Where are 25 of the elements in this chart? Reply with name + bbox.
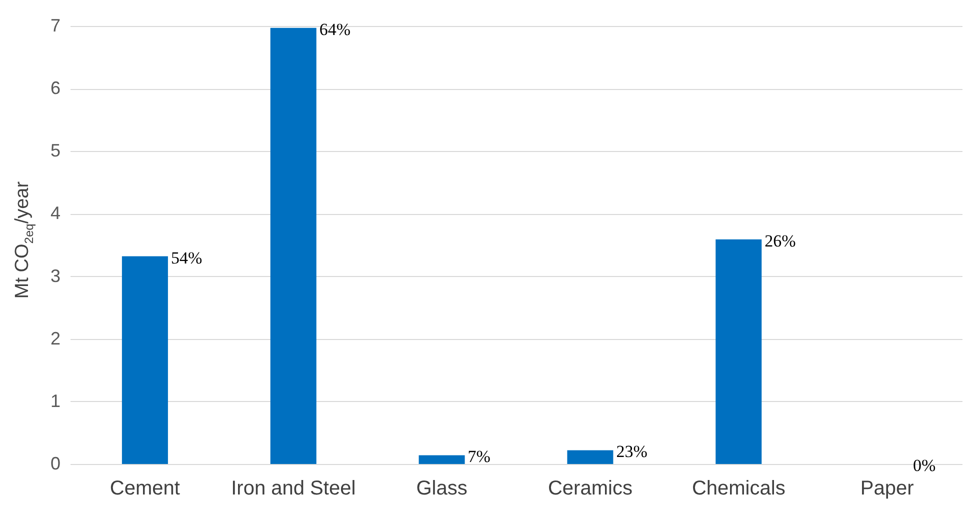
y-tick-label: 6 [50, 78, 60, 98]
bar [418, 455, 465, 464]
y-tick-label: 4 [50, 203, 60, 224]
x-tick-label: Cement [110, 478, 180, 500]
y-tick-label: 5 [50, 140, 60, 161]
y-tick-label: 1 [50, 390, 60, 411]
x-tick-label: Chemicals [692, 478, 786, 500]
annotation: 26% [764, 231, 796, 250]
y-tick-label: 3 [50, 266, 60, 286]
y-tick-label: 7 [50, 16, 60, 36]
annotation: 54% [170, 248, 202, 268]
annotation: 64% [319, 20, 351, 39]
annotation: 23% [616, 442, 648, 462]
bar [270, 28, 316, 464]
annotation: 7% [468, 447, 490, 466]
annotation: 0% [913, 456, 936, 475]
bar [567, 450, 614, 464]
x-tick-label: Iron and Steel [231, 478, 356, 500]
x-tick-label: Glass [416, 478, 468, 500]
y-tick-label: 0 [50, 454, 60, 474]
x-tick-label: Ceramics [548, 478, 632, 500]
bar [716, 239, 762, 464]
x-tick-label: Paper [860, 478, 914, 500]
y-tick-label: 2 [50, 328, 60, 348]
bar [122, 256, 168, 464]
